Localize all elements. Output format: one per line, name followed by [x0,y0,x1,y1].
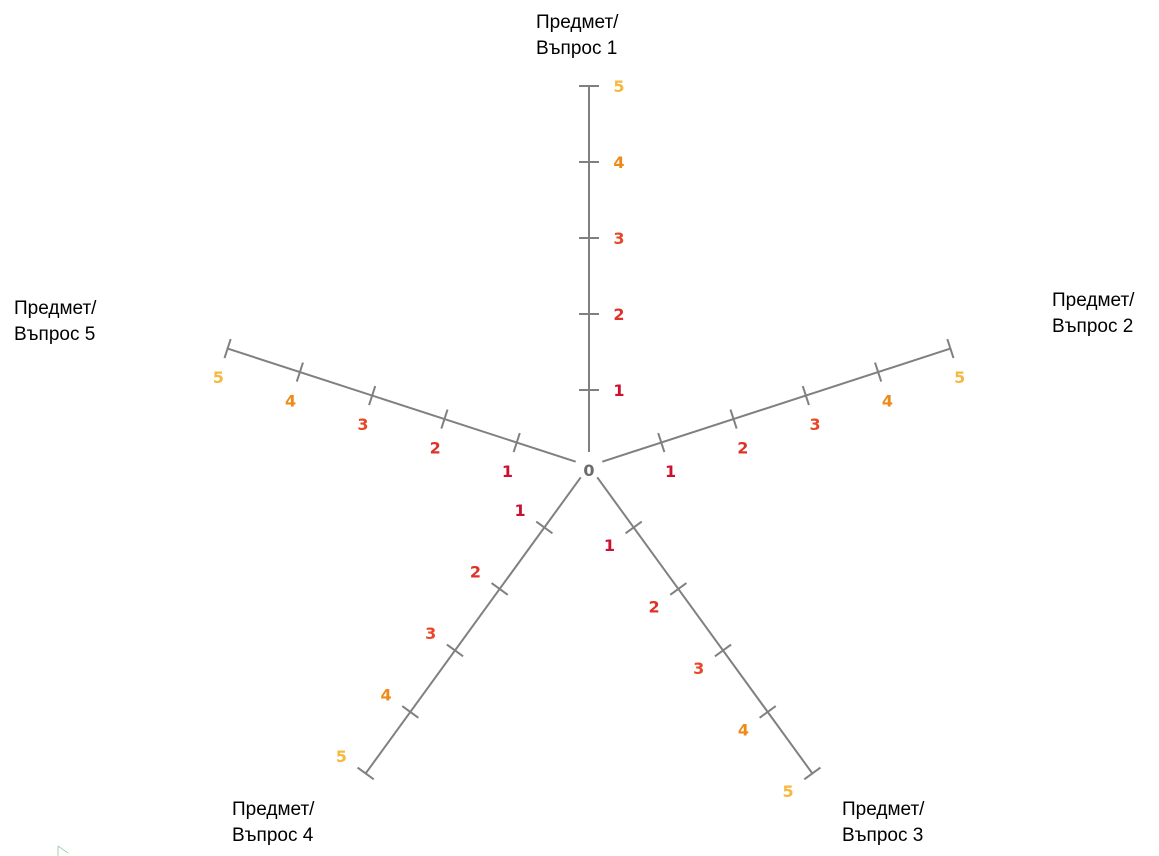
axis-4-tick-3 [446,643,464,658]
axis-5-scale-1: 1 [502,462,513,481]
axis-4-tick-1 [535,520,554,535]
axis-title-3: Предмет/ Въпрос 3 [842,797,924,849]
axis-4-tick-2 [490,582,509,596]
origin-label: 0 [583,461,594,480]
axis-5-tick-5 [223,338,232,359]
axis-title-2-line2: Въпрос 2 [1052,316,1134,337]
axis-1-scale-4: 4 [613,153,624,172]
axis-title-1: Предмет/ Въпрос 1 [536,10,618,62]
axis-title-5-line2: Въпрос 5 [14,324,96,345]
axis-1-scale-2: 2 [613,305,624,324]
axis-3-tick-4 [759,705,777,719]
axis-2-scale-1: 1 [665,462,676,481]
axis-2-tick-3 [801,385,810,406]
axis-4-scale-5: 5 [336,747,347,766]
axis-2-scale-5: 5 [954,368,965,387]
axis-1-scale-3: 3 [613,229,624,248]
axis-3-scale-3: 3 [693,659,704,678]
axis-2-scale-2: 2 [737,439,748,458]
axis-3-tick-5 [803,766,822,781]
axis-4-tick-5 [356,766,375,781]
axis-3-tick-3 [714,643,732,658]
axis-title-3-line1: Предмет/ [842,799,925,820]
axis-4-scale-1: 1 [514,501,525,520]
axis-3-scale-1: 1 [604,536,615,555]
axis-title-1-line1: Предмет/ [536,12,619,33]
axis-title-5-line1: Предмет/ [14,298,97,319]
axis-2-scale-4: 4 [882,392,893,411]
axis-title-3-line2: Въпрос 3 [842,825,924,846]
axis-title-4-line2: Въпрос 4 [232,825,314,846]
axis-1-scale-5: 5 [613,77,624,96]
axis-2-tick-5 [946,338,955,359]
axis-title-4: Предмет/ Въпрос 4 [232,797,314,849]
axis-line-5 [227,347,576,463]
axis-5-scale-4: 4 [285,392,296,411]
axis-title-4-line1: Предмет/ [232,799,315,820]
axis-5-tick-2 [440,409,449,429]
axis-2-tick-4 [874,362,883,382]
axis-3-tick-2 [669,582,688,596]
scale-numbers-layer: 1 2 3 4 5 1 2 3 4 5 1 2 3 4 5 1 2 3 4 5 1 2 3 4 5 [213,77,965,801]
axis-title-2-line1: Предмет/ [1052,290,1135,311]
axis-title-1-line2: Въпрос 1 [536,38,618,59]
axes-layer [223,85,955,781]
axis-title-5: Предмет/ Въпрос 5 [14,296,96,348]
axis-title-2: Предмет/ Въпрос 2 [1052,288,1134,340]
cursor-arrow-icon [57,845,69,856]
axis-line-2 [602,347,951,463]
axis-5-tick-4 [295,362,304,382]
axis-5-scale-3: 3 [357,415,368,434]
axis-3-tick-1 [624,520,643,535]
axis-4-scale-2: 2 [470,562,481,581]
axis-2-tick-2 [729,409,738,429]
axis-2-tick-1 [657,432,666,453]
axis-line-4 [364,476,582,775]
axis-3-scale-2: 2 [649,598,660,617]
axis-1-scale-1: 1 [613,381,624,400]
axis-line-3 [596,476,814,775]
axis-5-scale-2: 2 [430,439,441,458]
axis-4-tick-4 [401,705,419,719]
axis-5-scale-5: 5 [213,368,224,387]
axis-3-scale-5: 5 [783,782,794,801]
axis-4-scale-4: 4 [380,685,391,704]
axis-5-tick-3 [368,385,377,406]
axis-2-scale-3: 3 [810,415,821,434]
axis-5-tick-1 [512,432,521,453]
axis-4-scale-3: 3 [425,624,436,643]
axis-3-scale-4: 4 [738,721,749,740]
